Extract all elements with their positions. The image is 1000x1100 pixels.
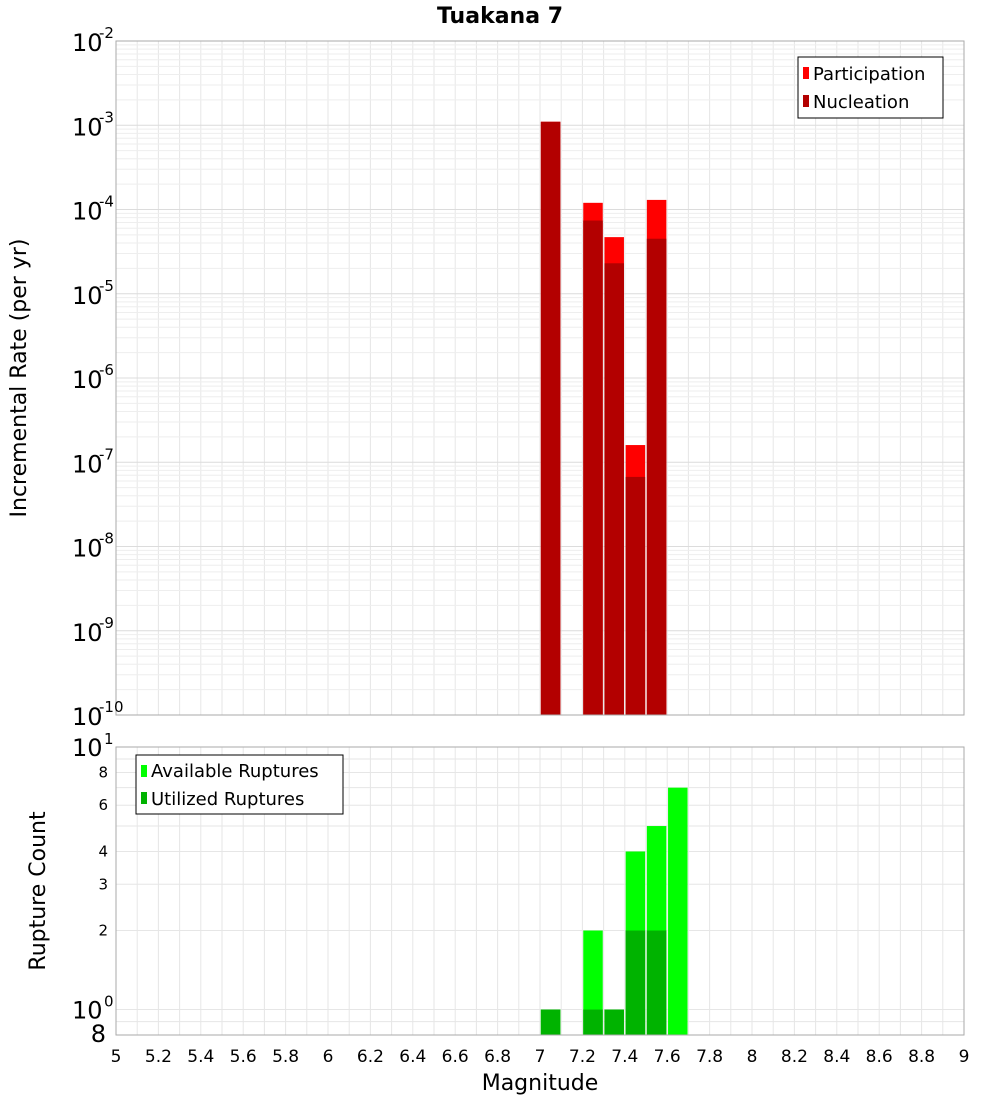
top-y-tick-exponent: -10	[99, 698, 124, 716]
top-grid	[116, 41, 964, 715]
x-axis-label: Magnitude	[482, 1071, 599, 1096]
top-y-tick-base: 10	[72, 198, 103, 226]
bottom-y-minor-tick: 3	[98, 875, 108, 893]
top-y-tick-base: 10	[72, 282, 103, 310]
x-tick-label: 6.6	[442, 1047, 469, 1067]
top-y-tick-exponent: -9	[99, 614, 114, 632]
bar-utilized-ruptures	[647, 931, 667, 1035]
bottom-y-tick-exponent: 1	[104, 730, 114, 748]
x-tick-label: 6.2	[357, 1047, 384, 1067]
x-tick-label: 5	[111, 1047, 122, 1067]
x-tick-label: 6.8	[484, 1047, 511, 1067]
top-y-tick-exponent: -7	[99, 445, 114, 463]
x-tick-label: 6.4	[399, 1047, 426, 1067]
legend-label-nucleation: Nucleation	[813, 92, 909, 113]
bottom-y-minor-tick: 4	[98, 842, 108, 860]
top-y-tick-base: 10	[72, 619, 103, 647]
bottom-y-tick-base: 10	[72, 734, 103, 762]
bar-utilized-ruptures	[626, 931, 646, 1035]
legend-swatch-utilized-ruptures	[141, 792, 147, 804]
bottom-y-bottom-label: 8	[91, 1020, 106, 1048]
x-tick-label: 5.6	[230, 1047, 257, 1067]
x-tick-label: 8.4	[823, 1047, 850, 1067]
bottom-y-tick-exponent: 0	[104, 993, 114, 1011]
bar-nucleation	[541, 122, 561, 715]
top-y-tick-exponent: -6	[99, 361, 114, 379]
x-tick-label: 8	[747, 1047, 758, 1067]
top-y-tick: 10-2	[72, 24, 114, 57]
x-tick-labels: 5 5.2 5.4 5.6 5.8 6 6.2 6.4 6.6 6.8 7 7.2 7.4 7.6 7.8 8…	[111, 1047, 970, 1067]
bar-nucleation	[647, 239, 667, 715]
legend-swatch-nucleation	[803, 95, 809, 107]
x-tick-label: 5.4	[187, 1047, 214, 1067]
top-y-tick-exponent: -8	[99, 530, 114, 548]
x-tick-label: 7	[535, 1047, 546, 1067]
x-tick-label: 7.4	[611, 1047, 638, 1067]
x-tick-label: 5.2	[145, 1047, 172, 1067]
top-y-tick: 10-3	[72, 108, 114, 141]
top-y-tick-exponent: -5	[99, 277, 114, 295]
top-y-tick-exponent: -3	[99, 108, 114, 126]
top-y-axis-label: Incremental Rate (per yr)	[7, 239, 32, 518]
bottom-y-minor-tick: 8	[98, 763, 108, 781]
bar-available-ruptures	[668, 788, 688, 1035]
top-y-tick: 10-9	[72, 614, 114, 647]
x-tick-label: 8.8	[908, 1047, 935, 1067]
legend-swatch-available-ruptures	[141, 765, 147, 777]
top-y-tick-base: 10	[72, 113, 103, 141]
x-tick-label: 7.8	[696, 1047, 723, 1067]
top-y-tick: 10-7	[72, 445, 114, 478]
top-y-tick-base: 10	[72, 366, 103, 394]
bottom-y-axis-label: Rupture Count	[26, 811, 51, 971]
top-y-tick: 10-8	[72, 530, 114, 563]
legend-label-available-ruptures: Available Ruptures	[151, 761, 319, 782]
x-tick-label: 7.2	[569, 1047, 596, 1067]
bottom-y-tick-labels: 10 110 0 8 6 4 3 2 8	[72, 730, 114, 1048]
x-tick-label: 5.8	[272, 1047, 299, 1067]
top-legend: Participation Nucleation	[798, 57, 943, 118]
top-y-tick-base: 10	[72, 703, 103, 731]
chart-title: Tuakana 7	[437, 4, 563, 29]
top-y-tick-base: 10	[72, 450, 103, 478]
bar-nucleation	[604, 263, 624, 715]
x-tick-label: 6	[323, 1047, 334, 1067]
top-y-tick: 10-5	[72, 277, 114, 310]
top-y-tick-exponent: -2	[99, 24, 114, 42]
bottom-y-minor-tick: 2	[98, 922, 108, 940]
top-y-tick: 10-4	[72, 193, 114, 226]
legend-label-utilized-ruptures: Utilized Ruptures	[151, 789, 304, 810]
top-y-tick-base: 10	[72, 29, 103, 57]
bottom-y-major-tick: 10 1	[72, 730, 114, 762]
top-y-tick-base: 10	[72, 535, 103, 563]
bottom-legend: Available Ruptures Utilized Ruptures	[136, 755, 343, 814]
legend-swatch-participation	[803, 67, 809, 79]
bar-utilized-ruptures	[541, 1010, 561, 1035]
top-y-tick: 10-6	[72, 361, 114, 394]
bar-utilized-ruptures	[583, 1010, 603, 1035]
x-tick-label: 9	[959, 1047, 970, 1067]
bar-nucleation	[583, 221, 603, 715]
x-tick-label: 8.2	[781, 1047, 808, 1067]
legend-label-participation: Participation	[813, 64, 925, 85]
x-tick-label: 8.6	[866, 1047, 893, 1067]
top-y-tick: 10-10	[72, 698, 124, 731]
top-y-tick-exponent: -4	[99, 193, 114, 211]
bar-nucleation	[626, 477, 646, 715]
bar-utilized-ruptures	[604, 1010, 624, 1035]
x-tick-label: 7.6	[654, 1047, 681, 1067]
bottom-y-minor-tick: 6	[98, 796, 108, 814]
